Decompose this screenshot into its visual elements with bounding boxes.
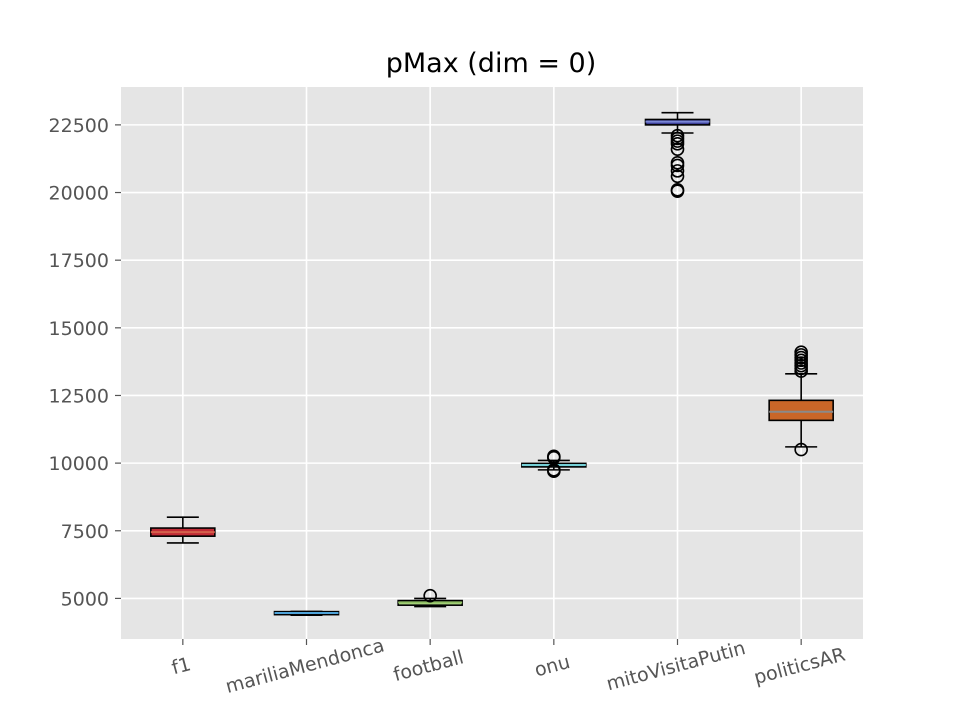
plot-area — [121, 87, 863, 639]
outlier-point — [670, 164, 685, 178]
outlier-point — [423, 588, 437, 603]
box-mariliaMendonca — [273, 610, 340, 616]
chart-title: pMax (dim = 0) — [386, 48, 597, 79]
outlier-point — [794, 345, 808, 359]
x-tick-label: mitoVisitaPutin — [604, 637, 748, 695]
x-tick-label: politicsAR — [752, 643, 848, 688]
y-tick-label: 17500 — [49, 250, 109, 272]
box-f1 — [150, 516, 216, 544]
y-tick-label: 22500 — [49, 115, 109, 137]
box-football — [397, 588, 463, 608]
y-tick-label: 7500 — [61, 521, 109, 543]
x-tick-label: mariliaMendonca — [223, 634, 387, 698]
y-tick-label: 15000 — [49, 318, 109, 340]
outlier-point — [670, 128, 685, 143]
y-axis: 5000 7500 10000 12500 15000 17500 20000 22500 — [49, 115, 121, 610]
outlier-point — [670, 169, 685, 184]
y-tick-label: 12500 — [49, 385, 109, 407]
box-iqr — [768, 399, 834, 422]
box-mitoVisitaPutin — [644, 111, 711, 198]
y-tick-label: 20000 — [49, 183, 109, 205]
box-series — [150, 111, 834, 616]
box-politicsAR — [768, 345, 834, 457]
outlier-point — [670, 155, 685, 170]
y-tick-label: 10000 — [49, 453, 109, 475]
x-tick-label: onu — [532, 651, 572, 681]
outlier-point — [670, 183, 685, 197]
outlier-point — [547, 449, 561, 464]
x-tick-label: f1 — [169, 653, 193, 679]
box-onu — [521, 449, 587, 479]
x-tick-label: football — [391, 646, 466, 686]
outlier-point — [670, 142, 685, 157]
outlier-point — [794, 442, 808, 457]
x-axis: f1 mariliaMendonca football onu mitoVisitaPu… — [169, 634, 847, 698]
y-tick-label: 5000 — [61, 588, 109, 610]
